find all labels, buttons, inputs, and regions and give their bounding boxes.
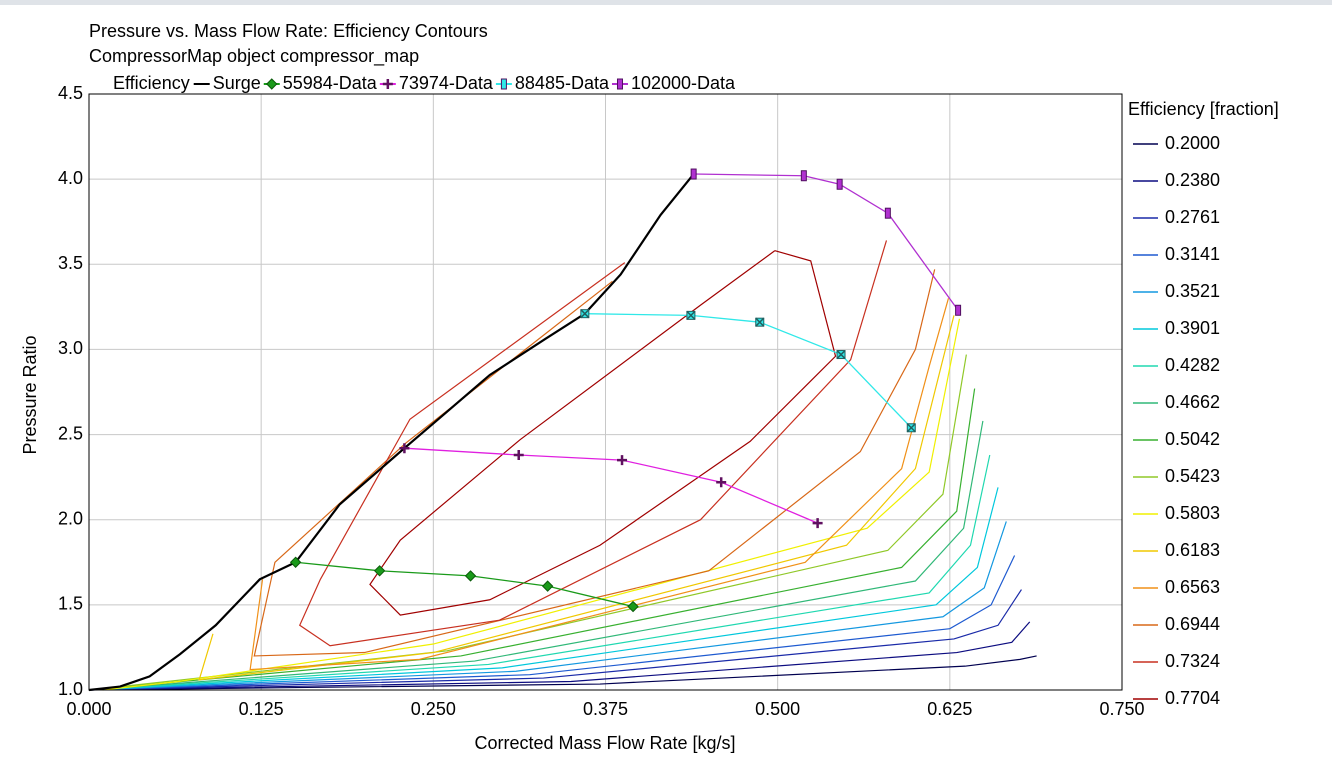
contour-line — [88, 454, 991, 691]
contour-line — [88, 655, 1037, 691]
contour-legend-title: Efficiency [fraction] — [1128, 99, 1279, 119]
marker — [690, 168, 697, 180]
series-line — [295, 561, 634, 608]
marker — [617, 455, 628, 466]
series-line — [88, 173, 695, 692]
plot-frame — [88, 93, 1123, 691]
contour-line — [88, 487, 999, 691]
marker — [513, 450, 524, 461]
marker — [289, 556, 302, 568]
y-tick-label: 4.0 — [58, 168, 83, 188]
contour-legend-label: 0.3141 — [1165, 244, 1220, 264]
marker — [955, 304, 962, 316]
legend-marker — [266, 78, 278, 90]
marker — [373, 565, 386, 577]
contour-legend-label: 0.2761 — [1165, 207, 1220, 227]
marker — [884, 207, 891, 219]
marker — [800, 170, 807, 182]
y-tick-label: 1.0 — [58, 679, 83, 699]
contour-line — [102, 318, 961, 691]
marker — [716, 477, 727, 488]
contour-line — [88, 354, 967, 691]
legend-label: 73974-Data — [399, 73, 494, 93]
contour-legend-label: 0.3901 — [1165, 318, 1220, 338]
contour-legend-label: 0.5423 — [1165, 466, 1220, 486]
x-tick-label: 0.750 — [1099, 699, 1144, 719]
y-tick-label: 4.5 — [58, 83, 83, 103]
contour-line — [249, 298, 950, 671]
x-tick-label: 0.625 — [927, 699, 972, 719]
contour-legend-label: 0.7704 — [1165, 688, 1220, 708]
legend-label: 55984-Data — [283, 73, 378, 93]
y-tick-label: 3.0 — [58, 338, 83, 358]
x-tick-label: 0.375 — [583, 699, 628, 719]
contour-legend-label: 0.6183 — [1165, 540, 1220, 560]
chart-subtitle: CompressorMap object compressor_map — [89, 46, 419, 67]
contour-legend-label: 0.3521 — [1165, 281, 1220, 301]
contour-legend-label: 0.2000 — [1165, 133, 1220, 153]
marker — [464, 570, 477, 582]
contour-line — [88, 420, 984, 691]
contour-line — [88, 589, 1022, 691]
contour-legend-label: 0.5042 — [1165, 429, 1220, 449]
contour-line — [88, 388, 976, 691]
window-edge — [0, 0, 1332, 5]
contour-line — [253, 269, 936, 657]
y-axis-title: Pressure Ratio — [20, 335, 40, 454]
x-tick-label: 0.250 — [411, 699, 456, 719]
marker — [541, 580, 554, 592]
y-tick-label: 2.5 — [58, 423, 83, 443]
legend-label: Efficiency — [113, 73, 190, 93]
marker — [399, 443, 410, 454]
contour-line — [88, 555, 1016, 691]
contour-legend-label: 0.7324 — [1165, 651, 1220, 671]
contour-line — [298, 240, 888, 647]
contour-legend-label: 0.6563 — [1165, 577, 1220, 597]
contour-line — [88, 621, 1031, 691]
x-tick-label: 0.125 — [239, 699, 284, 719]
y-tick-label: 2.0 — [58, 508, 83, 528]
series-line — [584, 313, 912, 429]
series-line — [693, 173, 959, 311]
marker — [627, 600, 639, 613]
chart-title: Pressure vs. Mass Flow Rate: Efficiency … — [89, 21, 488, 41]
legend-label: Surge — [213, 73, 261, 93]
contour-legend-label: 0.4662 — [1165, 392, 1220, 412]
legend-marker — [616, 78, 623, 90]
x-tick-label: 0.500 — [755, 699, 800, 719]
contour-legend-label: 0.4282 — [1165, 355, 1220, 375]
legend-label: 88485-Data — [515, 73, 610, 93]
legend-marker — [500, 78, 507, 90]
marker-cross — [836, 350, 846, 360]
x-axis-title: Corrected Mass Flow Rate [kg/s] — [474, 733, 735, 753]
series-line — [404, 447, 818, 524]
legend-label: 102000-Data — [631, 73, 736, 93]
contour-legend-label: 0.6944 — [1165, 614, 1220, 634]
marker-cross — [755, 317, 765, 327]
marker-cross — [580, 309, 590, 319]
marker-cross — [686, 310, 696, 320]
marker-cross — [906, 423, 916, 433]
marker — [836, 178, 843, 190]
legend-marker — [382, 79, 393, 89]
x-tick-label: 0.000 — [66, 699, 111, 719]
contour-legend-label: 0.5803 — [1165, 503, 1220, 523]
y-tick-label: 3.5 — [58, 253, 83, 273]
contour-legend-label: 0.2380 — [1165, 170, 1220, 190]
contour-line — [88, 521, 1007, 691]
contour-line — [198, 315, 955, 681]
contour-line — [369, 250, 837, 616]
marker — [812, 518, 823, 529]
y-tick-label: 1.5 — [58, 594, 83, 614]
